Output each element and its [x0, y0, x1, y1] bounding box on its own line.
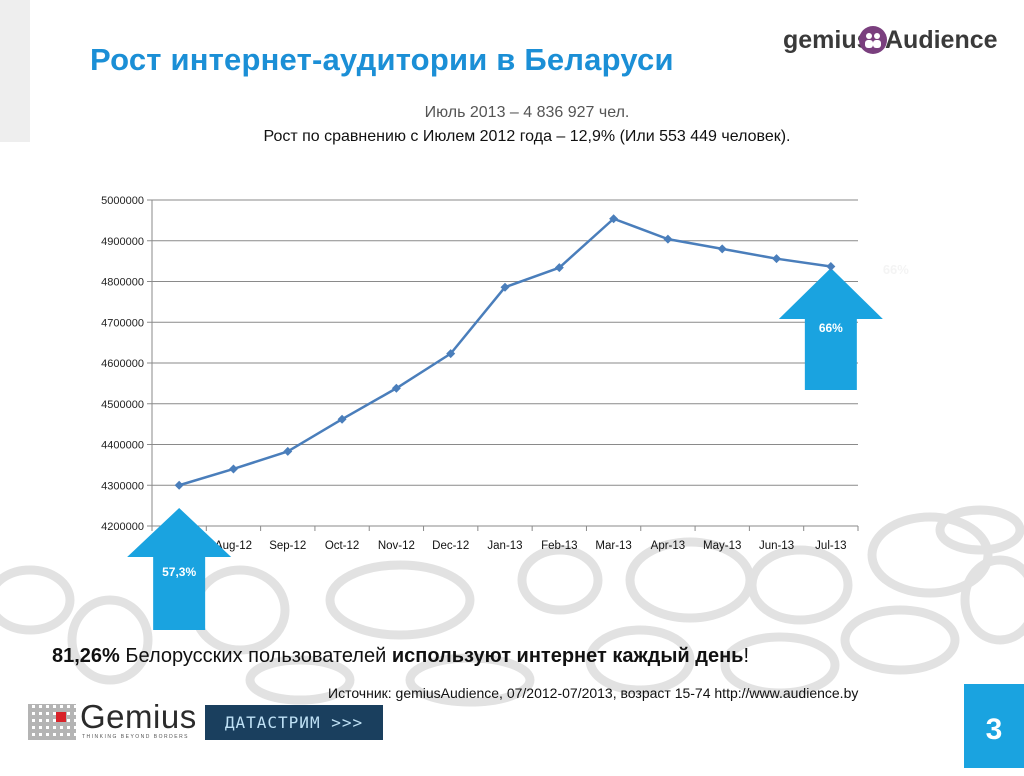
- arrow-label: 57,3%: [162, 565, 196, 579]
- arrow-annotations: 57,3% 66% 66%: [127, 262, 909, 630]
- x-tick-label: Nov-12: [378, 540, 415, 552]
- left-strip: [0, 0, 30, 142]
- gemius-logo: Gemius THINKING BEYOND BORDERS: [28, 698, 198, 742]
- source-note: Источник: gemiusAudience, 07/2012-07/201…: [328, 685, 859, 701]
- ghost-label: 66%: [883, 262, 909, 277]
- gemius-red-square: [56, 712, 66, 722]
- x-tick-label: Mar-13: [595, 540, 631, 552]
- y-tick-label: 4300000: [101, 480, 144, 492]
- fact-middle: Белорусских пользователей: [119, 645, 392, 667]
- gemius-name: Gemius: [80, 698, 197, 735]
- subtitle-line2: Рост по сравнению с Июлем 2012 года – 12…: [263, 128, 791, 145]
- daily-usage-fact: 81,26% Белорусских пользователей использ…: [52, 645, 749, 668]
- data-point: [174, 480, 184, 490]
- gemius-grid-icon: [28, 704, 76, 740]
- x-tick-label: Sep-12: [269, 540, 306, 552]
- up-arrow-annotation: [778, 268, 883, 390]
- x-tick-label: Dec-12: [432, 540, 469, 552]
- y-tick-label: 4200000: [101, 521, 144, 533]
- series-line: [178, 217, 832, 487]
- y-tick-label: 5000000: [101, 195, 144, 207]
- data-point: [283, 446, 293, 456]
- x-tick-label: Feb-13: [541, 540, 577, 552]
- page-number: 3: [964, 684, 1024, 768]
- people-icon: [859, 26, 887, 54]
- data-point: [391, 383, 401, 393]
- data-point: [500, 282, 510, 292]
- x-tick-label: May-13: [703, 540, 741, 552]
- brand-part2: Audience: [885, 26, 998, 54]
- data-point: [826, 261, 836, 271]
- brand-part1: gemius: [783, 26, 871, 54]
- data-point: [717, 244, 727, 254]
- y-tick-label: 4500000: [101, 399, 144, 411]
- fact-percent: 81,26%: [52, 645, 120, 667]
- data-point: [663, 234, 673, 244]
- page-title: Рост интернет-аудитории в Беларуси: [90, 42, 674, 77]
- data-point: [228, 464, 238, 474]
- y-tick-label: 4600000: [101, 358, 144, 370]
- datastrim-logo: ДАТАСТРИМ >>>: [205, 705, 383, 740]
- data-point: [554, 263, 564, 273]
- x-tick-label: Apr-13: [651, 540, 686, 552]
- data-point: [609, 214, 619, 224]
- y-tick-label: 4700000: [101, 317, 144, 329]
- gemius-tagline: THINKING BEYOND BORDERS: [82, 734, 190, 740]
- fact-end: !: [743, 645, 750, 667]
- x-tick-label: Jan-13: [487, 540, 522, 552]
- x-tick-label: Jun-13: [759, 540, 794, 552]
- x-axis: Jul-12Aug-12Sep-12Oct-12Nov-12Dec-12Jan-…: [151, 525, 859, 552]
- data-point: [772, 254, 782, 264]
- y-tick-label: 4400000: [101, 440, 144, 452]
- fact-bold: используют интернет каждый день: [391, 645, 744, 667]
- arrow-label: 66%: [819, 321, 843, 335]
- subtitle-line1: Июль 2013 – 4 836 927 чел.: [424, 104, 630, 121]
- x-tick-label: Aug-12: [215, 540, 252, 552]
- y-tick-label: 4900000: [101, 236, 144, 248]
- chart-grid: [152, 199, 858, 527]
- data-point: [446, 349, 456, 359]
- up-arrow-annotation: [127, 508, 232, 630]
- y-tick-label: 4800000: [101, 277, 144, 289]
- y-axis: 4200000 4300000 4400000 4500000 4600000 47000…: [101, 195, 153, 533]
- series: [174, 214, 836, 490]
- gemius-audience-logo: gemius Audience: [783, 24, 998, 58]
- x-tick-label: Oct-12: [325, 540, 360, 552]
- x-tick-label: Jul-13: [815, 540, 846, 552]
- data-point: [337, 414, 347, 424]
